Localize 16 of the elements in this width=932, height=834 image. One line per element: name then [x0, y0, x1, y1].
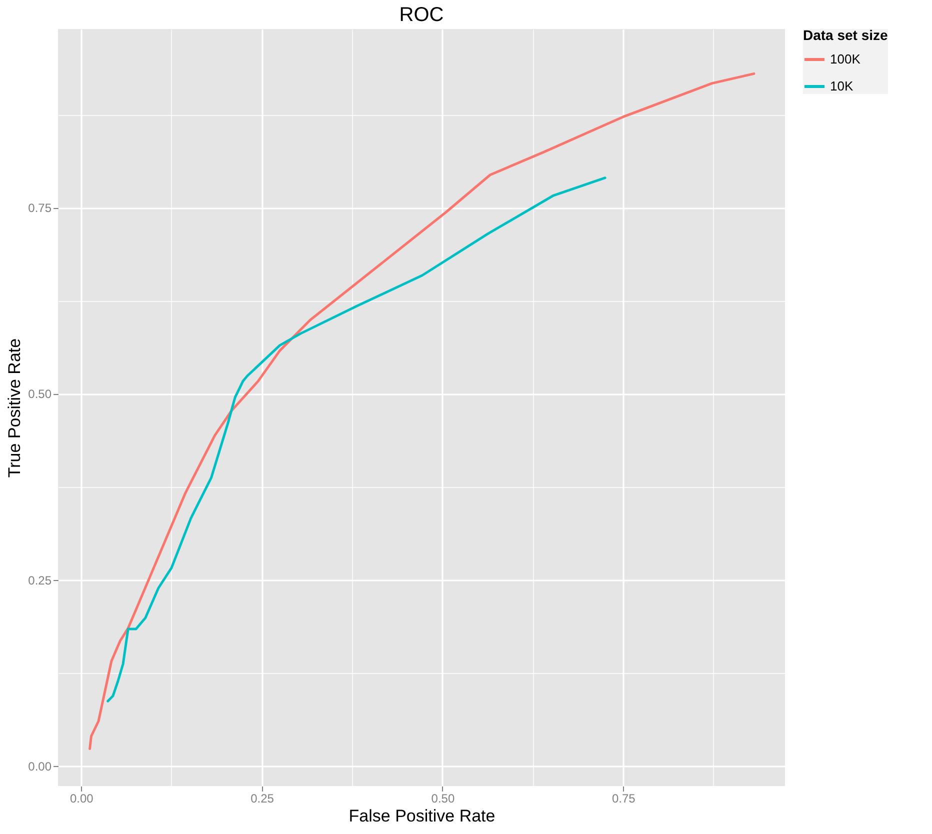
chart-title: ROC	[399, 4, 444, 26]
line-series	[106, 176, 606, 702]
x-tick-label: 0.00	[70, 792, 94, 806]
y-tick-label: 0.75	[28, 201, 52, 216]
x-axis-title: False Positive Rate	[348, 806, 496, 826]
x-tick-label: 0.25	[250, 792, 274, 806]
y-tick-label: 0.50	[28, 387, 52, 402]
y-axis-title: True Positive Rate	[5, 338, 24, 478]
legend-label: 100K	[830, 52, 861, 66]
y-tick-label: 0.00	[28, 759, 52, 774]
x-tick-label: 0.75	[612, 792, 636, 806]
x-tick-label: 0.50	[431, 792, 455, 806]
line-series	[88, 72, 756, 750]
legend-title: Data set size	[803, 27, 888, 43]
y-tick-label: 0.25	[28, 573, 52, 588]
legend-label: 10K	[830, 78, 854, 94]
